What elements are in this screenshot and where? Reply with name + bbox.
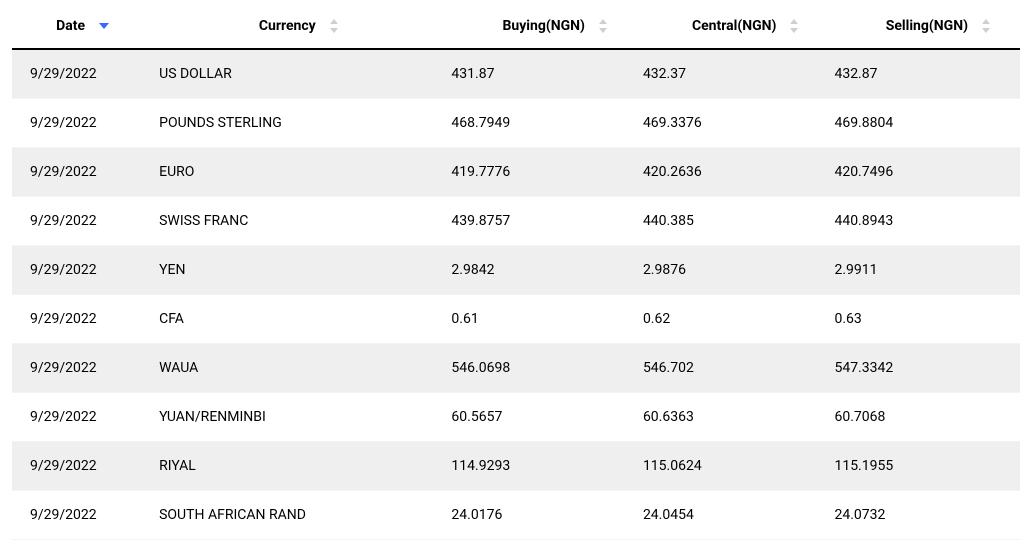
cell-currency: CFA [153, 295, 445, 344]
cell-date: 9/29/2022 [12, 148, 153, 197]
sort-icon [982, 19, 992, 33]
column-header-central[interactable]: Central(NGN) [637, 6, 829, 49]
column-header-selling[interactable]: Selling(NGN) [828, 6, 1020, 49]
cell-central: 469.3376 [637, 99, 829, 148]
cell-date: 9/29/2022 [12, 49, 153, 99]
cell-buying: 468.7949 [445, 99, 637, 148]
cell-currency: WAUA [153, 344, 445, 393]
table-row: 9/29/2022RIYAL114.9293115.0624115.1955 [12, 442, 1020, 491]
exchange-rates-table: Date Currency Buying(NGN) Central(NGN) [12, 6, 1020, 540]
cell-currency: POUNDS STERLING [153, 99, 445, 148]
cell-buying: 419.7776 [445, 148, 637, 197]
cell-selling: 60.7068 [828, 393, 1020, 442]
table-row: 9/29/2022YEN2.98422.98762.9911 [12, 246, 1020, 295]
cell-buying: 0.61 [445, 295, 637, 344]
sort-icon [599, 19, 609, 33]
cell-date: 9/29/2022 [12, 99, 153, 148]
column-label: Buying(NGN) [502, 18, 584, 34]
cell-date: 9/29/2022 [12, 442, 153, 491]
cell-currency: RIYAL [153, 442, 445, 491]
cell-date: 9/29/2022 [12, 344, 153, 393]
column-label: Date [56, 18, 85, 34]
cell-central: 420.2636 [637, 148, 829, 197]
column-label: Currency [259, 18, 316, 34]
cell-selling: 432.87 [828, 49, 1020, 99]
sort-icon [790, 19, 800, 33]
table-row: 9/29/2022EURO419.7776420.2636420.7496 [12, 148, 1020, 197]
cell-buying: 431.87 [445, 49, 637, 99]
cell-buying: 546.0698 [445, 344, 637, 393]
table-row: 9/29/2022CFA0.610.620.63 [12, 295, 1020, 344]
cell-central: 115.0624 [637, 442, 829, 491]
cell-selling: 469.8804 [828, 99, 1020, 148]
cell-central: 546.702 [637, 344, 829, 393]
cell-selling: 24.0732 [828, 491, 1020, 540]
cell-central: 2.9876 [637, 246, 829, 295]
column-header-date[interactable]: Date [12, 6, 153, 49]
column-header-currency[interactable]: Currency [153, 6, 445, 49]
cell-selling: 440.8943 [828, 197, 1020, 246]
table-row: 9/29/2022YUAN/RENMINBI60.565760.636360.7… [12, 393, 1020, 442]
cell-currency: EURO [153, 148, 445, 197]
cell-date: 9/29/2022 [12, 197, 153, 246]
cell-currency: SWISS FRANC [153, 197, 445, 246]
cell-central: 0.62 [637, 295, 829, 344]
cell-central: 60.6363 [637, 393, 829, 442]
cell-buying: 60.5657 [445, 393, 637, 442]
cell-date: 9/29/2022 [12, 393, 153, 442]
cell-date: 9/29/2022 [12, 295, 153, 344]
table-row: 9/29/2022POUNDS STERLING468.7949469.3376… [12, 99, 1020, 148]
cell-buying: 2.9842 [445, 246, 637, 295]
cell-central: 24.0454 [637, 491, 829, 540]
cell-buying: 114.9293 [445, 442, 637, 491]
cell-currency: YUAN/RENMINBI [153, 393, 445, 442]
cell-selling: 115.1955 [828, 442, 1020, 491]
column-label: Selling(NGN) [886, 18, 968, 34]
cell-selling: 420.7496 [828, 148, 1020, 197]
cell-date: 9/29/2022 [12, 246, 153, 295]
table-row: 9/29/2022SOUTH AFRICAN RAND24.017624.045… [12, 491, 1020, 540]
cell-selling: 0.63 [828, 295, 1020, 344]
cell-date: 9/29/2022 [12, 491, 153, 540]
sort-icon [330, 19, 340, 33]
table-body: 9/29/2022US DOLLAR431.87432.37432.879/29… [12, 49, 1020, 540]
cell-currency: SOUTH AFRICAN RAND [153, 491, 445, 540]
cell-selling: 547.3342 [828, 344, 1020, 393]
table-row: 9/29/2022WAUA546.0698546.702547.3342 [12, 344, 1020, 393]
sort-desc-icon [99, 19, 109, 33]
table-row: 9/29/2022SWISS FRANC439.8757440.385440.8… [12, 197, 1020, 246]
column-header-buying[interactable]: Buying(NGN) [445, 6, 637, 49]
cell-buying: 24.0176 [445, 491, 637, 540]
cell-central: 440.385 [637, 197, 829, 246]
cell-selling: 2.9911 [828, 246, 1020, 295]
table-header: Date Currency Buying(NGN) Central(NGN) [12, 6, 1020, 49]
cell-central: 432.37 [637, 49, 829, 99]
table-row: 9/29/2022US DOLLAR431.87432.37432.87 [12, 49, 1020, 99]
cell-buying: 439.8757 [445, 197, 637, 246]
column-label: Central(NGN) [692, 18, 777, 34]
cell-currency: YEN [153, 246, 445, 295]
cell-currency: US DOLLAR [153, 49, 445, 99]
